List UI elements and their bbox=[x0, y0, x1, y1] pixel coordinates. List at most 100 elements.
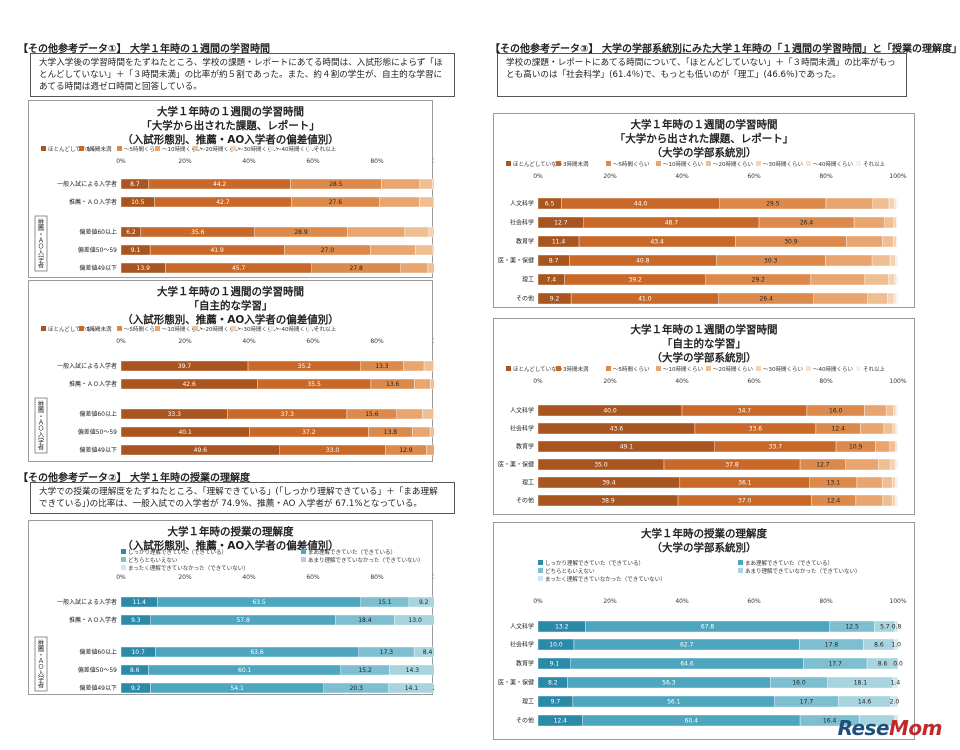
bar-segment bbox=[882, 494, 893, 507]
legend-swatch bbox=[117, 146, 122, 151]
bar-segment bbox=[419, 196, 434, 208]
bar-segment bbox=[864, 404, 887, 417]
chart-box-assignment-by-admission: 大学１年時の１週間の学習時間 「大学から出された課題、レポート」 （入試形態別、推薦… bbox=[28, 100, 434, 278]
bar-segment bbox=[887, 292, 895, 305]
data-label: 29.5 bbox=[766, 201, 780, 208]
axis-tick-label: 100% bbox=[889, 378, 906, 385]
legend-swatch bbox=[856, 161, 861, 166]
group-bracket bbox=[34, 215, 48, 272]
data-label: 15.2 bbox=[358, 667, 372, 674]
data-label: 20.3 bbox=[350, 685, 364, 692]
legend-label: ほとんどしていない bbox=[513, 365, 563, 373]
data-label: 35.0 bbox=[594, 462, 608, 469]
data-label: 10.7 bbox=[131, 649, 145, 656]
bar-segment bbox=[381, 178, 421, 190]
legend-label: まったく理解できていなかった（できていない） bbox=[545, 575, 666, 583]
group-label-char: Ｏ bbox=[38, 425, 45, 433]
bar-segment bbox=[890, 695, 899, 708]
note-left-1: 大学入学後の学習時間をたずねたところ、学校の課題・レポートにあてる時間は、入試形… bbox=[30, 53, 455, 97]
chart-box-self-study-by-admission: 大学１年時の１週間の学習時間 「自主的な学習」 （入試形態別、推薦・AO入学者の偏差… bbox=[28, 280, 434, 462]
bar-segment bbox=[893, 216, 897, 229]
group-label-char: 推 bbox=[38, 399, 45, 408]
group-label-char: ・ bbox=[38, 412, 45, 420]
bar-segment bbox=[872, 197, 890, 210]
chart-title-line: （入試形態別、推薦・AO入学者の偏差値別） bbox=[122, 314, 339, 326]
axis-tick-label: 0% bbox=[116, 338, 126, 345]
legend-swatch bbox=[556, 161, 561, 166]
axis-tick-label: 60% bbox=[306, 574, 320, 581]
category-label: 一般入試による入学者 bbox=[57, 598, 117, 606]
data-label: 64.6 bbox=[680, 661, 694, 668]
legend-label: ～40時間くらい bbox=[813, 160, 853, 168]
data-label: 10.5 bbox=[131, 199, 145, 206]
legend-swatch bbox=[656, 366, 661, 371]
data-label: 8.6 bbox=[130, 667, 140, 674]
legend-swatch bbox=[756, 366, 761, 371]
data-label: 60.1 bbox=[238, 667, 252, 674]
category-label: 偏差値60以上 bbox=[79, 648, 117, 656]
bar-segment bbox=[403, 360, 425, 372]
bar-segment bbox=[883, 422, 894, 435]
data-label: 27.8 bbox=[350, 265, 364, 272]
bar-segment bbox=[895, 476, 898, 489]
data-label: 2.0 bbox=[890, 699, 900, 706]
data-label: 34.7 bbox=[738, 408, 752, 415]
bar-segment bbox=[370, 244, 416, 256]
chart-box-self-study-by-faculty: 大学１年時の１週間の学習時間 「自主的な学習」 （大学の学部系統別） ほとんどしてい… bbox=[493, 318, 915, 515]
legend-label: 3時間未満 bbox=[563, 365, 589, 373]
bar-segment bbox=[419, 178, 433, 190]
bar-segment bbox=[882, 235, 894, 248]
bar-segment bbox=[892, 422, 897, 435]
category-label: 偏差値60以上 bbox=[79, 228, 117, 236]
legend-label: どちらともいえない bbox=[128, 556, 178, 564]
legend-label: ～10時間くらい bbox=[663, 365, 703, 373]
legend-label: ～5時間くらい bbox=[613, 365, 650, 373]
bar-segment bbox=[871, 254, 891, 267]
chart-svg: しっかり理解できていた（できている） まあ理解できていた（できている） どちらともい… bbox=[498, 559, 907, 727]
category-label: 偏差値49以下 bbox=[79, 264, 117, 272]
legend-swatch bbox=[307, 326, 312, 331]
data-label: 36.1 bbox=[738, 480, 752, 487]
resemom-logo: ReseMom bbox=[838, 716, 943, 740]
category-label: 理工 bbox=[522, 277, 534, 284]
category-label: 人文科学 bbox=[510, 200, 534, 208]
bar-segment bbox=[394, 614, 434, 626]
legend-label: ～30時間くらい bbox=[238, 145, 278, 153]
bar-segment bbox=[415, 244, 434, 256]
data-label: 28.5 bbox=[329, 181, 343, 188]
chart-svg: しっかり理解できていた（できている） まあ理解できていた（できている） どちらともい… bbox=[34, 548, 434, 694]
bar-segment bbox=[896, 273, 899, 286]
group-label-char: ・ bbox=[38, 230, 45, 238]
data-label: 33.7 bbox=[769, 444, 783, 451]
data-label: 45.7 bbox=[232, 265, 246, 272]
category-label: 教育学 bbox=[516, 238, 534, 246]
data-label: 9.2 bbox=[419, 599, 429, 606]
axis-tick-label: 100% bbox=[432, 338, 434, 345]
legend-swatch bbox=[606, 161, 611, 166]
data-label: 33.6 bbox=[749, 426, 763, 433]
legend-swatch bbox=[41, 326, 46, 331]
axis-tick-label: 20% bbox=[603, 173, 617, 180]
data-label: 12.5 bbox=[845, 624, 859, 631]
legend-label: ～5時間くらい bbox=[124, 325, 161, 333]
bar-segment bbox=[855, 494, 884, 507]
data-label: 1.0 bbox=[891, 642, 901, 649]
chart-title-line: 大学１年時の授業の理解度 bbox=[641, 528, 767, 540]
data-label: 12.9 bbox=[399, 447, 413, 454]
legend-swatch bbox=[269, 146, 274, 151]
bar-segment bbox=[347, 226, 406, 238]
chart-title: 大学１年時の授業の理解度 （入試形態別、推薦・AO入学者の偏差値別） bbox=[29, 525, 432, 553]
bar-segment bbox=[895, 254, 898, 267]
legend-label: ほとんどしていない bbox=[48, 325, 98, 333]
bar-segment bbox=[897, 216, 899, 229]
group-label-char: 推 bbox=[38, 638, 45, 647]
legend-label: ～30時間くらい bbox=[763, 365, 803, 373]
data-label: 43.4 bbox=[650, 239, 664, 246]
data-label: 11.4 bbox=[552, 239, 566, 246]
bar-segment bbox=[897, 235, 899, 248]
legend-label: ～30時間くらい bbox=[763, 160, 803, 168]
group-bracket bbox=[34, 397, 48, 454]
chart-title-line: 「大学から出された課題、レポート」 bbox=[141, 120, 320, 132]
data-label: 15.6 bbox=[365, 411, 379, 418]
chart-title-line: （大学の学部系統別） bbox=[651, 352, 757, 364]
